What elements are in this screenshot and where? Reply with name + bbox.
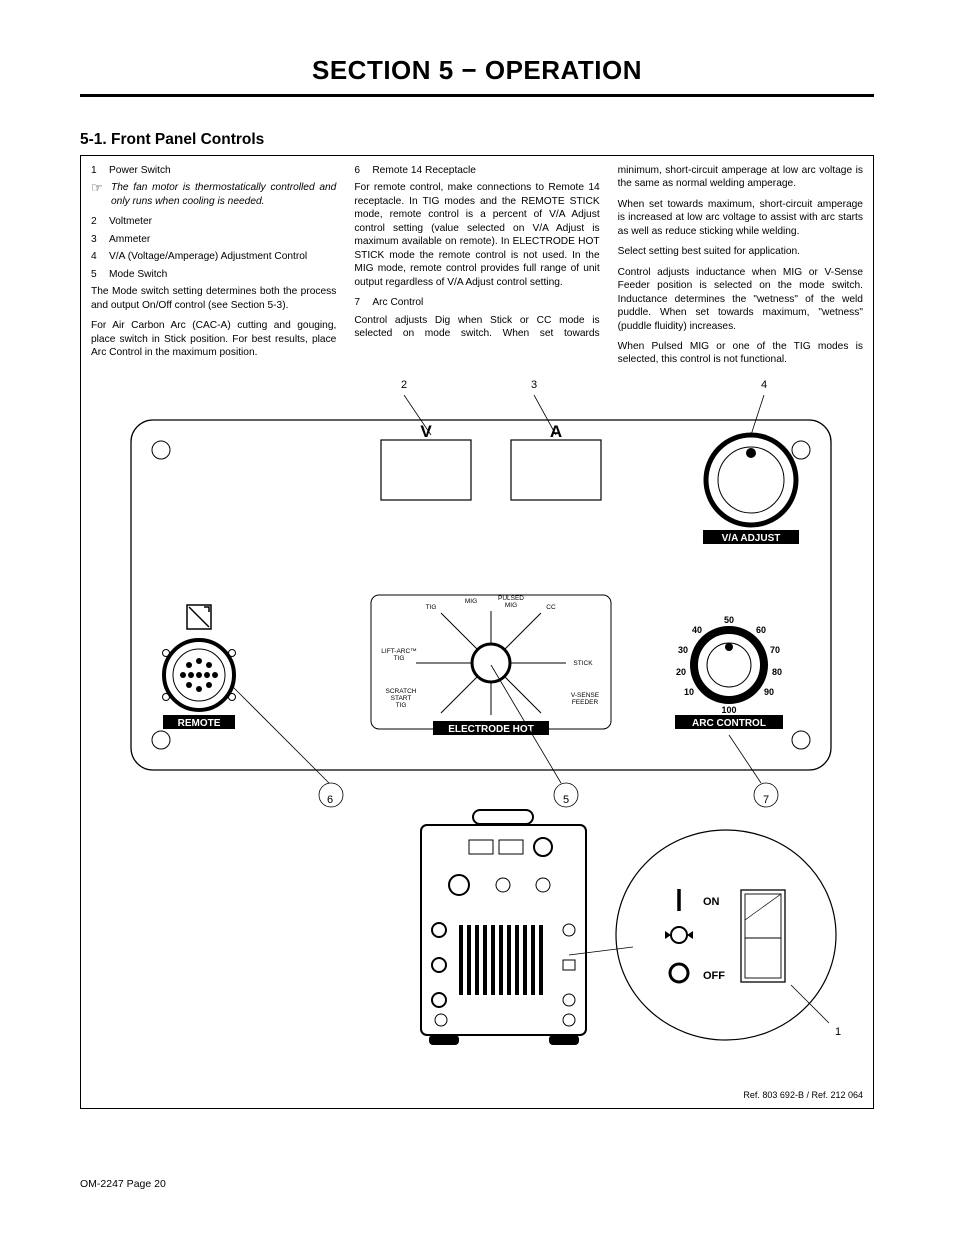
para-mode: The Mode switch setting determines both … [91, 285, 336, 312]
svg-text:60: 60 [756, 625, 766, 635]
svg-text:20: 20 [676, 667, 686, 677]
svg-text:40: 40 [692, 625, 702, 635]
def-item: 3Ammeter [91, 233, 336, 246]
diagram-area: 2 3 4 V A [91, 379, 863, 1098]
para-arc4: Control adjusts inductance when MIG or V… [618, 266, 863, 333]
electrode-label: ELECTRODE HOT [448, 724, 534, 735]
svg-text:V-SENSE: V-SENSE [571, 692, 600, 699]
arc-control-label: ARC CONTROL [692, 718, 766, 729]
svg-text:100: 100 [721, 705, 736, 715]
def-text: Mode Switch [109, 268, 336, 281]
def-num: 4 [91, 250, 109, 263]
text-columns: 1Power Switch ☞The fan motor is thermost… [91, 164, 863, 367]
svg-text:MIG: MIG [465, 598, 477, 605]
def-item: 7Arc Control [354, 296, 599, 309]
subsection-title: 5-1. Front Panel Controls [80, 131, 874, 149]
note-text: The fan motor is thermostatically contro… [111, 181, 336, 208]
off-label: OFF [703, 970, 725, 982]
svg-text:90: 90 [764, 687, 774, 697]
front-panel-diagram: V A V/A ADJUST [91, 395, 861, 1095]
page-footer: OM-2247 Page 20 [80, 1178, 166, 1190]
def-text: Arc Control [372, 296, 599, 309]
note-icon: ☞ [91, 181, 111, 208]
def-num: 2 [91, 215, 109, 228]
callouts-top: 2 3 4 [91, 379, 863, 395]
svg-text:TIG: TIG [396, 702, 407, 709]
def-text: Power Switch [109, 164, 336, 177]
def-num: 3 [91, 233, 109, 246]
callout-4: 4 [761, 379, 767, 391]
ref-text: Ref. 803 692-B / Ref. 212 064 [743, 1090, 863, 1100]
def-text: Ammeter [109, 233, 336, 246]
callout-1: 1 [835, 1026, 841, 1038]
def-item: 5Mode Switch [91, 268, 336, 281]
section-title: SECTION 5 − OPERATION [80, 55, 874, 94]
para-remote: For remote control, make connections to … [354, 181, 599, 289]
svg-text:FEEDER: FEEDER [572, 699, 599, 706]
svg-text:50: 50 [724, 615, 734, 625]
on-label: ON [703, 896, 720, 908]
def-num: 5 [91, 268, 109, 281]
svg-text:80: 80 [772, 667, 782, 677]
svg-text:STICK: STICK [573, 660, 593, 667]
def-item: 1Power Switch [91, 164, 336, 177]
svg-text:TIG: TIG [426, 604, 437, 611]
callout-3: 3 [531, 379, 537, 391]
callout-7: 7 [763, 794, 769, 806]
section-rule [80, 94, 874, 97]
def-text: Remote 14 Receptacle [372, 164, 599, 177]
remote-receptacle [163, 640, 236, 710]
svg-text:PULSED: PULSED [498, 595, 524, 602]
def-text: Voltmeter [109, 215, 336, 228]
svg-text:30: 30 [678, 645, 688, 655]
fan-note: ☞The fan motor is thermostatically contr… [91, 181, 336, 208]
callout-2: 2 [401, 379, 407, 391]
svg-text:START: START [391, 695, 412, 702]
svg-text:MIG: MIG [505, 602, 517, 609]
para-arc5: When Pulsed MIG or one of the TIG modes … [618, 340, 863, 367]
panel-svg-wrap: V A V/A ADJUST [91, 395, 863, 1098]
svg-text:LIFT-ARC™: LIFT-ARC™ [381, 648, 416, 655]
va-adjust-label: V/A ADJUST [722, 533, 781, 544]
svg-text:TIG: TIG [394, 655, 405, 662]
def-text: V/A (Voltage/Amperage) Adjustment Contro… [109, 250, 336, 263]
remote-label: REMOTE [178, 718, 221, 729]
para-arc3: Select setting best suited for applicati… [618, 245, 863, 258]
svg-text:SCRATCH: SCRATCH [386, 688, 417, 695]
def-item: 4V/A (Voltage/Amperage) Adjustment Contr… [91, 250, 336, 263]
svg-text:70: 70 [770, 645, 780, 655]
def-num: 7 [354, 296, 372, 309]
callout-5: 5 [563, 794, 569, 806]
def-item: 6Remote 14 Receptacle [354, 164, 599, 177]
content-frame: 1Power Switch ☞The fan motor is thermost… [80, 155, 874, 1109]
para-arc2: When set towards maximum, short-circuit … [618, 198, 863, 238]
para-caca: For Air Carbon Arc (CAC-A) cutting and g… [91, 319, 336, 359]
v-label: V [420, 422, 432, 441]
svg-text:10: 10 [684, 687, 694, 697]
welder-unit [421, 810, 586, 1045]
a-label: A [550, 422, 562, 441]
svg-text:CC: CC [546, 604, 556, 611]
def-item: 2Voltmeter [91, 215, 336, 228]
callout-6: 6 [327, 794, 333, 806]
def-num: 6 [354, 164, 372, 177]
def-num: 1 [91, 164, 109, 177]
